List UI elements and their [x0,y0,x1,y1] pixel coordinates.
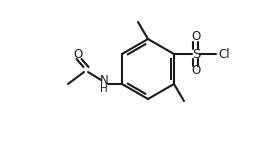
Text: O: O [191,31,201,43]
Text: N: N [100,73,108,87]
Text: Cl: Cl [218,48,230,60]
Text: O: O [191,65,201,77]
Text: S: S [192,48,200,60]
Text: O: O [73,48,83,60]
Text: H: H [100,84,108,94]
